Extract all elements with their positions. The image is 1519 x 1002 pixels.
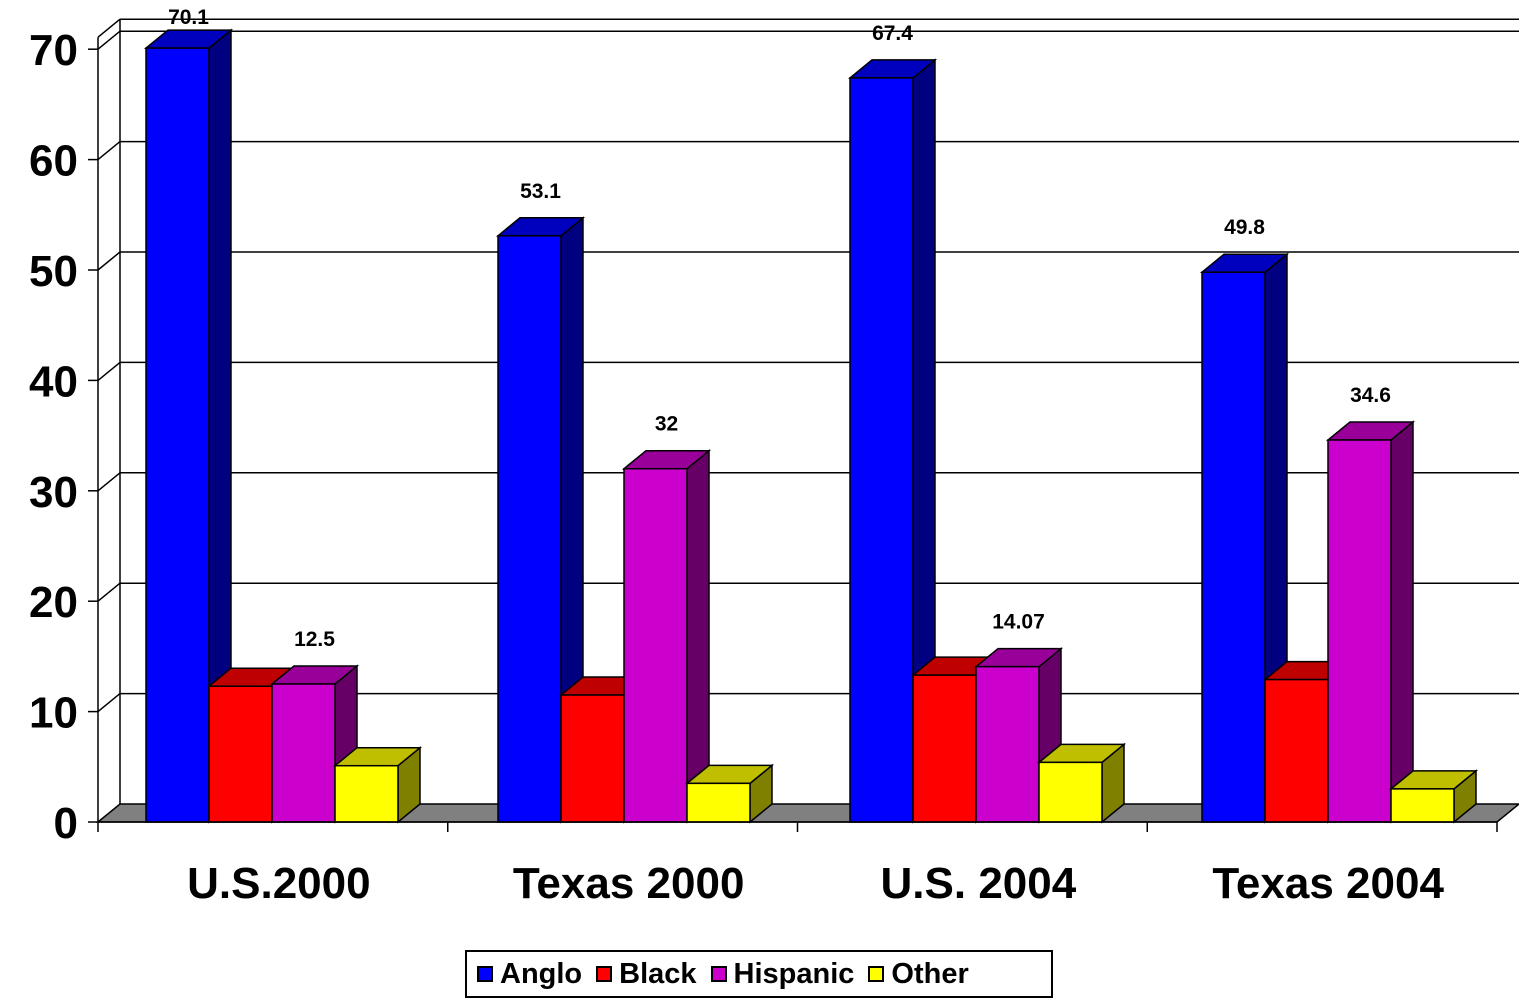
legend-swatch	[868, 966, 885, 982]
bar-front-face	[208, 685, 273, 823]
gridline-side-20	[97, 582, 121, 602]
bar-side-face	[686, 449, 710, 824]
chart-gridlines	[97, 30, 1519, 713]
y-tick-label-30: 30	[29, 468, 78, 517]
bar-front-face	[1038, 761, 1103, 823]
y-tick-label-40: 40	[29, 357, 78, 406]
bar-other-1	[684, 763, 775, 824]
bar-front-face	[497, 235, 562, 823]
gridline-side-40	[97, 361, 121, 381]
data-label-anglo-0: 70.1	[168, 6, 209, 29]
y-tick-label-0: 0	[54, 799, 78, 848]
bar-other-2	[1036, 742, 1127, 824]
bar-anglo-2	[847, 58, 938, 824]
bar-front-face	[912, 674, 977, 823]
bar-front-face	[1201, 271, 1266, 823]
chart-walls	[97, 18, 1519, 822]
gridline-side-60	[97, 141, 121, 161]
legend-item-other: Other	[868, 957, 969, 991]
gridline-side-50	[97, 251, 121, 271]
bar-hispanic-3	[1325, 420, 1416, 824]
y-tick-label-20: 20	[29, 578, 78, 627]
bar-front-face	[849, 77, 914, 823]
data-labels: 70.1 53.1 67.4 49.8 12.5 32 14.07 34.6	[168, 6, 1391, 651]
x-category-label-2: U.S. 2004	[881, 859, 1077, 908]
bar-side-face	[1390, 420, 1414, 824]
legend-label: Hispanic	[733, 957, 855, 990]
data-label-anglo-2: 67.4	[872, 22, 913, 45]
bar-front-face	[1390, 788, 1455, 823]
bar-front-face	[145, 47, 210, 823]
gridline-side-10	[97, 693, 121, 713]
y-axis-tick-labels: 0 10 20 30 40 50 60 70	[29, 26, 78, 848]
gridline-side-30	[97, 472, 121, 492]
x-category-label-0: U.S.2000	[187, 859, 370, 908]
legend-label: Other	[891, 957, 969, 990]
legend-item-black: Black	[596, 957, 697, 991]
bar-front-face	[334, 764, 399, 823]
y-tick-label-10: 10	[29, 689, 78, 738]
data-label-anglo-3: 49.8	[1224, 216, 1265, 239]
x-category-label-1: Texas 2000	[513, 859, 745, 908]
x-axis-category-labels: U.S.2000 Texas 2000 U.S. 2004 Texas 2004	[187, 859, 1444, 908]
bar-front-face	[975, 665, 1040, 823]
bar-anglo-0	[143, 28, 234, 824]
bar-hispanic-2	[973, 647, 1064, 824]
side-wall-top-edge	[97, 18, 121, 38]
x-category-label-3: Texas 2004	[1212, 859, 1444, 908]
bar-other-3	[1388, 769, 1479, 824]
bar-front-face	[560, 694, 625, 823]
data-label-anglo-1: 53.1	[520, 180, 561, 203]
y-tick-label-50: 50	[29, 247, 78, 296]
legend-swatch	[596, 966, 613, 982]
chart-axes	[88, 48, 1498, 832]
data-label-hispanic-2: 14.07	[992, 611, 1045, 634]
legend-swatch	[710, 966, 727, 982]
y-tick-label-70: 70	[29, 26, 78, 75]
gridline-side-70	[97, 30, 121, 50]
bar-hispanic-1	[621, 449, 712, 824]
bar-front-face	[1264, 678, 1329, 823]
legend-label: Anglo	[500, 957, 583, 990]
bar-front-face	[623, 467, 688, 823]
data-label-hispanic-1: 32	[655, 413, 678, 436]
legend-label: Black	[619, 957, 697, 990]
legend-item-anglo: Anglo	[477, 958, 582, 991]
bar-front-face	[271, 683, 336, 823]
chart-legend: Anglo Black Hispanic Other	[465, 950, 1053, 998]
y-tick-label-60: 60	[29, 137, 78, 186]
legend-swatch	[477, 966, 493, 982]
data-label-hispanic-3: 34.6	[1350, 384, 1391, 407]
bar-front-face	[1327, 439, 1392, 823]
data-label-hispanic-0: 12.5	[294, 628, 335, 651]
bar-other-0	[332, 746, 423, 824]
legend-item-hispanic: Hispanic	[710, 957, 855, 991]
chart-bars	[143, 28, 1479, 824]
bar-front-face	[686, 782, 751, 823]
